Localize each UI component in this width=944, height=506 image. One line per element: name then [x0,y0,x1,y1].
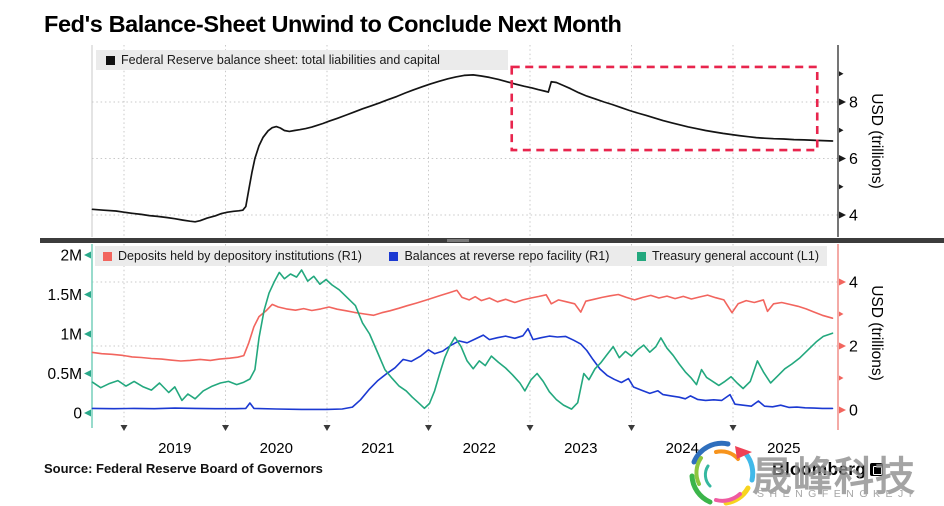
bloomberg-logo: Bloomberg [772,459,884,480]
svg-text:1M: 1M [60,327,82,344]
svg-text:0: 0 [73,406,82,423]
svg-text:0.5M: 0.5M [48,366,82,383]
svg-text:2020: 2020 [260,440,293,457]
bloomberg-terminal-icon [870,463,884,476]
svg-text:2M: 2M [60,248,82,265]
legend-item-treasury-general-account: Treasury general account (L1) [637,249,819,263]
watermark-latin-text: SHENGFENGKEJI [757,488,918,500]
svg-text:2024: 2024 [666,440,699,457]
axes [91,45,839,430]
red-square-swatch-icon [103,251,112,261]
top-right-axis-title: USD (trillions) [868,93,885,189]
svg-text:2: 2 [849,339,858,356]
fed-balance-sheet-line [91,74,834,223]
svg-text:0: 0 [849,403,858,420]
legend-item-deposits: Deposits held by depository institutions… [103,249,362,263]
svg-text:4: 4 [849,208,858,225]
reverse-repo-line [91,327,834,411]
bottom-left-axis: 0 0.5M 1M 1.5M 2M [48,248,91,423]
swirl-accent-triangle-icon [735,446,752,459]
legend-label: Deposits held by depository institutions… [118,249,362,263]
gridlines [92,45,838,425]
top-right-axis: 4 6 8 USD (trillions) [839,71,885,225]
legend-label: Balances at reverse repo facility (R1) [404,249,610,263]
svg-text:2023: 2023 [564,440,597,457]
legend-label: Federal Reserve balance sheet: total lia… [121,53,440,67]
svg-text:8: 8 [849,95,858,112]
svg-text:2022: 2022 [463,440,496,457]
bloomberg-wordmark: Bloomberg [772,459,867,479]
bottom-right-axis: 0 2 4 USD (trillions) [839,275,885,420]
black-square-swatch-icon [106,55,115,65]
splitter-grip-icon [447,239,469,242]
panel-splitter-handle[interactable] [40,238,944,243]
source-credit: Source: Federal Reserve Board of Governo… [44,461,323,476]
watermark-swirl-logo [689,440,756,506]
svg-text:2025: 2025 [767,440,800,457]
page-title: Fed's Balance-Sheet Unwind to Conclude N… [44,11,622,37]
green-square-swatch-icon [637,251,647,261]
watermark-chinese-text: 晟峰科技 [752,455,916,499]
legend-label: Treasury general account (L1) [652,249,819,263]
legend-item-fed-balance-sheet: Federal Reserve balance sheet: total lia… [106,53,440,67]
deposits-line [91,289,834,362]
svg-text:2021: 2021 [361,440,394,457]
svg-text:2019: 2019 [158,440,191,457]
x-axis: 2019 2020 2021 2022 2023 2024 2025 [120,425,800,457]
svg-text:4: 4 [849,275,858,292]
treasury-general-account-line [91,269,834,410]
legend-item-reverse-repo: Balances at reverse repo facility (R1) [389,249,609,263]
svg-text:6: 6 [849,151,858,168]
bottom-right-axis-title: USD (trillions) [868,285,885,381]
unwind-highlight-box [510,65,819,152]
bottom-panel-legend: Deposits held by depository institutions… [95,246,827,266]
svg-text:1.5M: 1.5M [48,287,82,304]
top-panel-legend: Federal Reserve balance sheet: total lia… [96,50,508,70]
blue-square-swatch-icon [389,251,399,261]
